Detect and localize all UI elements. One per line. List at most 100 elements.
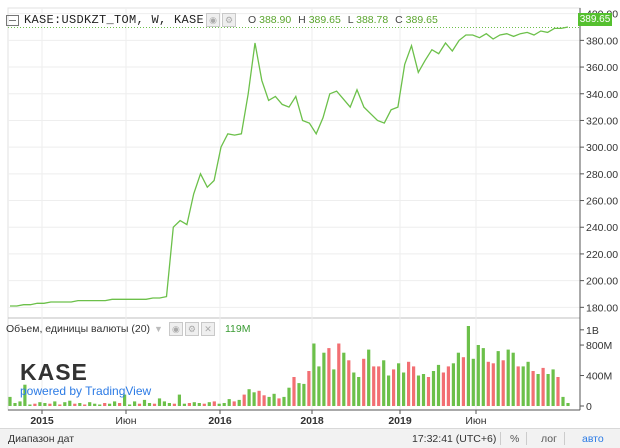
volume-bar [83,404,87,406]
volume-bar [526,361,530,406]
volume-bar [407,361,411,406]
eye-icon[interactable]: ◉ [168,322,183,336]
volume-bar [551,369,555,406]
volume-bar [262,395,266,406]
price-axis-label: 300.00 [586,142,618,154]
divider [526,432,527,445]
time-axis-label: 2018 [300,415,324,427]
volume-bar [68,400,72,406]
volume-bar [237,399,241,406]
log-toggle[interactable]: лог [541,433,557,445]
volume-bar [222,403,226,406]
volume-bar [207,402,211,406]
volume-bar [561,396,565,406]
volume-bar [187,403,191,406]
kase-logo-text: KASE [20,359,88,385]
settings-icon[interactable]: ⚙ [184,322,199,336]
volume-bar [142,399,147,406]
volume-bar [451,363,455,406]
volume-title[interactable]: Объем, единицы валюты (20) [6,323,151,335]
volume-bar [257,390,261,406]
volume-bar [58,404,62,406]
volume-bar [387,375,391,406]
volume-bar [108,403,112,406]
symbol-title[interactable]: KASE:USDKZT_TOM, W, KASE [24,13,205,27]
volume-bar [476,345,480,406]
volume-bar [541,367,545,406]
volume-bar [18,401,22,406]
volume-bar [412,366,416,406]
volume-bar [317,366,321,406]
time-axis-label: 2019 [388,415,412,427]
volume-bar [536,374,540,406]
volume-bar [172,403,176,406]
volume-bar [441,372,445,406]
volume-bar [232,401,236,406]
close-key: C [395,14,403,26]
volume-bar [327,348,331,406]
dropdown-icon[interactable]: ▼ [154,324,163,334]
volume-bar [252,392,256,406]
volume-bar [347,360,351,406]
price-axis-label: 180.00 [586,302,618,314]
volume-bar [53,401,57,406]
settings-icon[interactable]: ⚙ [222,13,237,27]
volume-bar [372,366,376,406]
price-axis-label: 320.00 [586,115,618,127]
volume-bar [352,372,356,406]
volume-bar [436,364,441,406]
time-axis-label: 2015 [30,415,54,427]
volume-bar [431,371,436,406]
open-key: O [248,14,257,26]
close-icon[interactable]: ✕ [200,322,215,336]
volume-bar [38,402,42,406]
volume-bar [282,396,286,406]
auto-toggle[interactable]: авто [582,433,604,445]
kase-logo[interactable]: KASE powered by TradingView [20,359,151,398]
last-price-label: 389.65 [578,13,612,26]
volume-bar [421,374,426,406]
percent-toggle[interactable]: % [510,433,520,445]
volume-bar [33,403,37,406]
volume-bar [277,398,281,406]
clock-timezone: (UTC+6) [455,433,497,445]
volume-bar [118,403,122,406]
price-axis-label: 240.00 [586,222,618,234]
volume-bar [272,393,276,406]
clock: 17:32:41 (UTC+6) [412,433,496,445]
volume-bar [297,383,301,406]
volume-bar [357,377,361,406]
volume-bar [332,369,336,406]
volume-bar [521,366,525,406]
low-value: 388.78 [356,14,389,26]
collapse-icon[interactable] [6,14,19,26]
volume-bar [247,389,251,406]
volume-bar [98,404,102,406]
volume-bar [292,377,296,406]
volume-bar [491,363,495,406]
volume-bar [382,360,386,406]
price-line [10,26,569,307]
volume-bar [302,383,306,406]
volume-bar [397,363,401,406]
price-axis-label: 260.00 [586,196,618,208]
volume-bar [322,352,326,406]
volume-bar [362,358,366,406]
date-range-button[interactable]: Диапазон дат [8,433,75,445]
volume-bar [202,403,206,406]
volume-bar [481,348,485,406]
eye-icon[interactable]: ◉ [206,13,221,27]
volume-value: 119M [224,323,251,335]
volume-bar [342,352,346,406]
volume-bar [556,377,560,406]
volume-bar [471,358,475,406]
volume-bar [152,403,157,406]
volume-axis-label: 800M [586,340,612,352]
volume-bar [93,403,97,406]
volume-bar [242,394,246,406]
volume-bar [147,403,152,406]
low-key: L [347,14,354,26]
tradingview-credit[interactable]: powered by TradingView [20,384,152,398]
volume-bar [88,402,92,406]
